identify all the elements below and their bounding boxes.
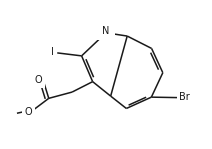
Text: O: O: [25, 107, 32, 117]
Text: O: O: [34, 75, 42, 85]
Text: N: N: [102, 25, 110, 36]
Text: I: I: [50, 47, 53, 57]
Text: H: H: [103, 22, 109, 31]
Text: Br: Br: [179, 92, 190, 102]
